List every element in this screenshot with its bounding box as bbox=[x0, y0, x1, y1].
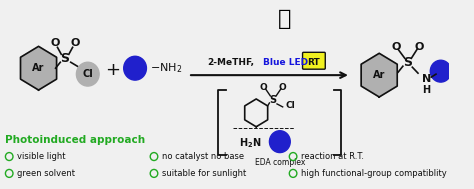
Text: $\mathregular{H_2N}$: $\mathregular{H_2N}$ bbox=[239, 136, 262, 149]
Text: H: H bbox=[422, 85, 430, 95]
Text: O: O bbox=[71, 38, 80, 48]
Text: visible light: visible light bbox=[17, 152, 65, 161]
Circle shape bbox=[430, 60, 451, 82]
Text: Cl: Cl bbox=[285, 101, 295, 110]
Text: 💡: 💡 bbox=[278, 9, 291, 29]
Text: Blue LED: Blue LED bbox=[263, 58, 308, 67]
Text: $\mathregular{-NH_2}$: $\mathregular{-NH_2}$ bbox=[150, 61, 182, 75]
Text: O: O bbox=[414, 42, 424, 52]
Text: 2-MeTHF,: 2-MeTHF, bbox=[207, 58, 254, 67]
Text: S: S bbox=[61, 52, 70, 65]
Text: RT: RT bbox=[308, 58, 320, 67]
Circle shape bbox=[124, 56, 146, 80]
Text: Ar: Ar bbox=[373, 70, 385, 80]
Text: O: O bbox=[51, 38, 60, 48]
Circle shape bbox=[76, 62, 99, 86]
Text: Photoinduced approach: Photoinduced approach bbox=[5, 135, 146, 145]
Text: +: + bbox=[105, 61, 120, 79]
Text: high functional-group compatiblity: high functional-group compatiblity bbox=[301, 169, 447, 178]
Text: Cl: Cl bbox=[82, 69, 93, 79]
Text: O: O bbox=[392, 42, 401, 52]
Polygon shape bbox=[20, 46, 56, 90]
Text: N: N bbox=[422, 74, 431, 84]
Text: no catalyst no base: no catalyst no base bbox=[162, 152, 244, 161]
Text: S: S bbox=[403, 56, 412, 69]
Text: O: O bbox=[260, 83, 268, 91]
Text: S: S bbox=[270, 95, 277, 105]
Text: suitable for sunlight: suitable for sunlight bbox=[162, 169, 246, 178]
Polygon shape bbox=[361, 53, 397, 97]
Text: O: O bbox=[279, 83, 287, 91]
FancyBboxPatch shape bbox=[302, 52, 325, 69]
Circle shape bbox=[269, 131, 290, 153]
Text: green solvent: green solvent bbox=[17, 169, 75, 178]
Text: reaction at R.T.: reaction at R.T. bbox=[301, 152, 364, 161]
Text: EDA complex: EDA complex bbox=[255, 158, 305, 167]
Text: Ar: Ar bbox=[32, 63, 45, 73]
